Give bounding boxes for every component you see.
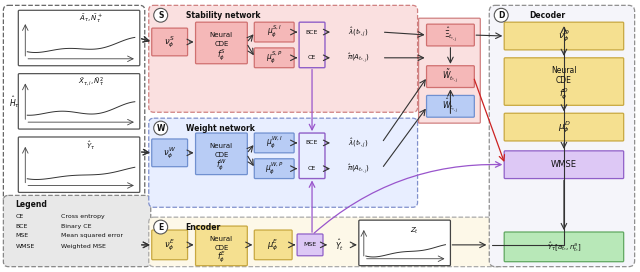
FancyBboxPatch shape (489, 5, 635, 267)
Text: $\hat{\lambda}(t_{*,j})$: $\hat{\lambda}(t_{*,j})$ (348, 136, 368, 150)
Text: CDE: CDE (214, 41, 228, 47)
Text: $\nu_\phi^D$: $\nu_\phi^D$ (558, 28, 570, 44)
FancyBboxPatch shape (504, 232, 623, 262)
Text: $\tilde{W}_{t_{*,j}}$: $\tilde{W}_{t_{*,j}}$ (442, 68, 459, 85)
FancyBboxPatch shape (148, 217, 505, 267)
Text: BCE: BCE (306, 140, 318, 146)
Text: BCE: BCE (306, 30, 318, 35)
FancyBboxPatch shape (426, 66, 474, 88)
Text: $\nu_\phi^S$: $\nu_\phi^S$ (164, 34, 175, 50)
FancyBboxPatch shape (254, 22, 294, 42)
Text: Cross entropy: Cross entropy (61, 214, 105, 219)
Text: Weighted MSE: Weighted MSE (61, 244, 106, 249)
FancyBboxPatch shape (504, 151, 623, 178)
Text: $\nu_\phi^W$: $\nu_\phi^W$ (163, 145, 176, 160)
Text: CE: CE (15, 214, 24, 219)
Text: $\hat{\Xi}_{t_{*,j}}$: $\hat{\Xi}_{t_{*,j}}$ (444, 26, 458, 44)
FancyBboxPatch shape (254, 133, 294, 153)
Text: $\mu_\phi^{S,P}$: $\mu_\phi^{S,P}$ (266, 50, 282, 66)
FancyBboxPatch shape (254, 230, 292, 260)
FancyBboxPatch shape (19, 137, 140, 192)
Text: BCE: BCE (15, 224, 28, 228)
Text: CDE: CDE (214, 152, 228, 158)
Text: $\mu_\phi^{W,I}$: $\mu_\phi^{W,I}$ (266, 135, 283, 151)
Text: Mean squared error: Mean squared error (61, 233, 123, 239)
FancyBboxPatch shape (148, 5, 417, 112)
Text: E: E (158, 222, 163, 231)
Text: Decoder: Decoder (529, 11, 565, 20)
Text: MSE: MSE (15, 233, 28, 239)
Text: $\hat{H}_\tau$: $\hat{H}_\tau$ (10, 94, 20, 110)
Text: $\hat{Y}_\tau$: $\hat{Y}_\tau$ (86, 140, 95, 152)
Text: S: S (158, 11, 163, 20)
Text: $\mu_\phi^{S,I}$: $\mu_\phi^{S,I}$ (267, 24, 282, 40)
Text: CE: CE (308, 55, 316, 60)
FancyBboxPatch shape (504, 113, 623, 141)
FancyBboxPatch shape (359, 220, 451, 266)
FancyBboxPatch shape (254, 159, 294, 178)
FancyBboxPatch shape (152, 28, 188, 56)
Text: CDE: CDE (214, 245, 228, 251)
Text: WMSE: WMSE (15, 244, 35, 249)
Text: $\hat{\pi}(A_{t_{*,j}})$: $\hat{\pi}(A_{t_{*,j}})$ (346, 51, 369, 65)
Text: $\mu_\phi^{W,P}$: $\mu_\phi^{W,P}$ (265, 161, 284, 177)
Text: Encoder: Encoder (186, 222, 221, 231)
FancyBboxPatch shape (419, 18, 480, 123)
FancyBboxPatch shape (504, 22, 623, 50)
FancyBboxPatch shape (504, 58, 623, 105)
Circle shape (154, 220, 168, 234)
Text: Neural: Neural (210, 143, 233, 149)
Text: $f_\phi^E$: $f_\phi^E$ (217, 250, 226, 265)
Text: $\hat{\pi}(A_{t_{*,j}})$: $\hat{\pi}(A_{t_{*,j}})$ (346, 162, 369, 176)
Text: $\bar{X}_{\tau,i}, \bar{N}_\tau^2$: $\bar{X}_{\tau,i}, \bar{N}_\tau^2$ (78, 76, 104, 89)
Text: $Z_t$: $Z_t$ (410, 226, 419, 236)
Circle shape (154, 121, 168, 135)
Text: CE: CE (308, 166, 316, 171)
FancyBboxPatch shape (426, 95, 474, 117)
Text: $\hat{\lambda}(t_{*,j})$: $\hat{\lambda}(t_{*,j})$ (348, 25, 368, 39)
Text: W: W (157, 123, 165, 132)
FancyBboxPatch shape (196, 133, 247, 175)
Circle shape (494, 8, 508, 22)
Text: $\mu_\phi^D$: $\mu_\phi^D$ (557, 119, 570, 135)
FancyBboxPatch shape (19, 74, 140, 129)
FancyBboxPatch shape (297, 234, 323, 256)
FancyBboxPatch shape (196, 22, 247, 64)
Text: $f_\phi^D$: $f_\phi^D$ (559, 87, 569, 102)
Text: $\nu_\phi^E$: $\nu_\phi^E$ (164, 237, 175, 253)
Text: MSE: MSE (303, 242, 317, 247)
Text: $\hat{Y}_t$: $\hat{Y}_t$ (335, 237, 344, 253)
FancyBboxPatch shape (19, 10, 140, 66)
Text: $\hat{W}_{t_{*,j}}$: $\hat{W}_{t_{*,j}}$ (442, 97, 459, 115)
Text: $f_\phi^W$: $f_\phi^W$ (216, 158, 227, 174)
Text: $\mu_\phi^E$: $\mu_\phi^E$ (268, 237, 279, 253)
Text: Stability network: Stability network (186, 11, 260, 20)
Text: Legend: Legend (15, 200, 47, 209)
FancyBboxPatch shape (3, 195, 151, 267)
FancyBboxPatch shape (148, 118, 417, 207)
Text: Weight network: Weight network (186, 123, 255, 132)
Circle shape (154, 8, 168, 22)
Text: $\bar{A}_\tau, \bar{N}_\tau^+$: $\bar{A}_\tau, \bar{N}_\tau^+$ (79, 13, 103, 25)
FancyBboxPatch shape (152, 230, 188, 260)
FancyBboxPatch shape (426, 24, 474, 46)
Text: $f_\phi^S$: $f_\phi^S$ (217, 47, 226, 63)
Text: $\hat{Y}_\tau[a_{t_{*}}, n_{t_{*}}^a]$: $\hat{Y}_\tau[a_{t_{*}}, n_{t_{*}}^a]$ (547, 241, 581, 253)
Text: Neural: Neural (551, 66, 577, 75)
FancyBboxPatch shape (152, 139, 188, 167)
Text: WMSE: WMSE (551, 160, 577, 169)
Text: CDE: CDE (556, 76, 572, 85)
Text: Neural: Neural (210, 32, 233, 38)
FancyBboxPatch shape (254, 48, 294, 68)
FancyBboxPatch shape (196, 226, 247, 266)
Text: D: D (498, 11, 504, 20)
Text: Neural: Neural (210, 236, 233, 242)
Text: Binary CE: Binary CE (61, 224, 92, 228)
